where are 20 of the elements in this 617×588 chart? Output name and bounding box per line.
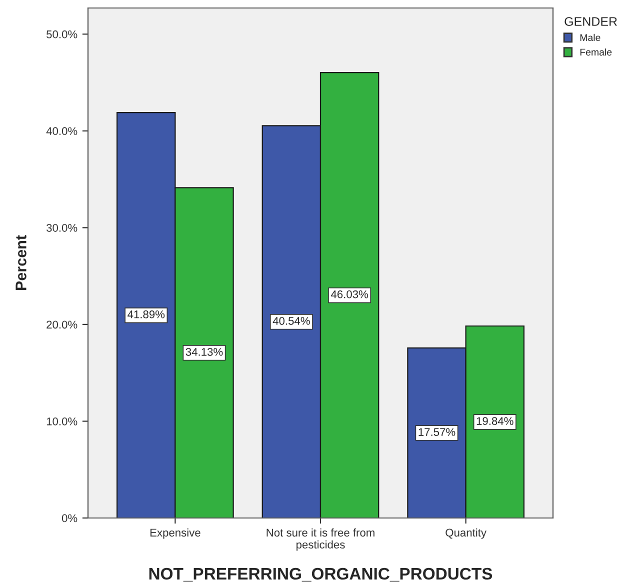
data-label: 19.84% xyxy=(476,417,514,425)
data-label: 41.89% xyxy=(128,310,165,318)
y-tick-label: 40.0% xyxy=(46,127,78,136)
y-axis-title: Percent xyxy=(16,235,26,290)
data-label: 46.03% xyxy=(330,290,368,298)
x-tick-label: Not sure it is free from pesticides xyxy=(266,528,374,551)
legend-title: GENDER xyxy=(564,17,617,26)
y-tick-label: 50.0% xyxy=(46,30,78,38)
data-label: 40.54% xyxy=(272,316,310,325)
legend-label: Male xyxy=(580,34,600,42)
legend-label: Female xyxy=(580,48,612,56)
y-tick-label: 20.0% xyxy=(46,320,78,329)
x-axis-title: NOT_PREFERRING_ORGANIC_PRODUCTS xyxy=(149,568,492,582)
data-label: 17.57% xyxy=(418,428,456,436)
x-tick-label: Expensive xyxy=(150,528,200,539)
x-tick-label: Quantity xyxy=(446,528,486,539)
y-tick-label: 10.0% xyxy=(46,417,78,426)
data-label: 34.13% xyxy=(186,348,223,356)
y-tick-label: 30.0% xyxy=(46,224,78,232)
y-tick-label: 0% xyxy=(62,514,78,522)
